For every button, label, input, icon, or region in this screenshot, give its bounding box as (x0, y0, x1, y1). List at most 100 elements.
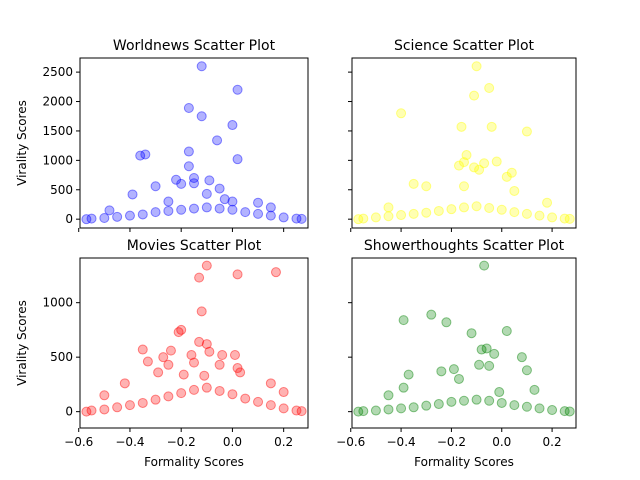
subplot-2: Science Scatter Plot (348, 38, 577, 232)
data-point (433, 399, 444, 410)
data-point (214, 385, 225, 396)
data-point (153, 367, 164, 378)
data-point (189, 357, 199, 368)
data-point (501, 326, 512, 337)
axes-frame (351, 257, 577, 429)
data-point (165, 345, 176, 356)
data-point (456, 121, 467, 132)
subplot-4: Showerthoughts Scatter Plot −0.6 −0.4 −0.2 0… (336, 238, 577, 469)
data-point (204, 175, 215, 186)
data-point (150, 207, 161, 218)
data-point (196, 306, 207, 317)
data-point (358, 213, 369, 224)
data-point (214, 183, 225, 194)
data-point (396, 403, 407, 414)
data-point (137, 344, 148, 355)
data-point (104, 205, 115, 216)
data-point (127, 189, 138, 200)
data-point (421, 400, 432, 411)
data-point (163, 196, 174, 207)
data-point (86, 213, 97, 224)
data-point (142, 356, 153, 367)
data-point (479, 260, 490, 271)
data-point (353, 214, 364, 225)
x-tick-label: −0.2 (437, 435, 466, 449)
x-tick-label: 0.2 (543, 435, 562, 449)
data-point (227, 389, 238, 400)
data-point (163, 359, 174, 370)
data-point (396, 108, 407, 119)
data-point (229, 349, 240, 360)
data-point (383, 404, 394, 415)
data-point (436, 366, 447, 377)
axes-frame (79, 57, 309, 229)
x-tick-label: 0.0 (223, 435, 242, 449)
data-point (112, 211, 123, 222)
data-point (534, 403, 545, 414)
subplot-title: Worldnews Scatter Plot (113, 38, 276, 54)
data-point (158, 352, 169, 363)
data-point (494, 387, 505, 398)
data-point (201, 202, 212, 213)
data-point (140, 149, 151, 160)
data-point (183, 161, 194, 172)
data-point (176, 178, 187, 189)
data-point (186, 349, 197, 360)
data-point (296, 406, 307, 417)
data-point (240, 393, 251, 404)
data-point (489, 348, 500, 359)
scatter-points (353, 61, 575, 225)
data-point (534, 210, 545, 221)
data-point (448, 364, 459, 375)
data-point (232, 363, 243, 374)
data-point (370, 405, 381, 416)
data-point (81, 214, 92, 225)
axes-frame (79, 257, 309, 429)
data-point (516, 352, 527, 363)
data-point (484, 203, 495, 213)
data-point (189, 384, 199, 395)
data-point (265, 400, 276, 411)
subplot-title: Showerthoughts Scatter Plot (364, 238, 565, 254)
data-point (291, 405, 302, 416)
data-point (196, 61, 207, 72)
data-point (521, 401, 532, 412)
y-tick-label: 0 (65, 405, 73, 419)
data-point (453, 160, 464, 171)
data-point (196, 111, 207, 122)
scatter-points (81, 61, 307, 225)
data-point (137, 397, 148, 408)
data-point (189, 203, 199, 214)
data-point (564, 406, 575, 417)
data-point (240, 207, 251, 218)
subplot-3: Movies Scatter Plot −0.6 −0.4 −0.2 0.0 0.2 0 50… (15, 238, 309, 469)
y-tick-label: 0 (65, 212, 73, 226)
data-point (542, 197, 553, 208)
data-point (484, 360, 495, 371)
data-point (163, 205, 174, 216)
data-point (446, 204, 457, 215)
data-point (81, 406, 92, 417)
data-point (496, 397, 507, 408)
y-tick-label: 500 (50, 350, 73, 364)
x-tick-label: 0.2 (274, 435, 293, 449)
data-point (469, 90, 480, 101)
data-point (291, 213, 302, 224)
x-tick-label: −0.2 (167, 435, 196, 449)
data-point (265, 202, 276, 213)
data-point (484, 83, 495, 93)
data-point (227, 204, 238, 215)
data-point (479, 158, 490, 169)
data-point (189, 173, 199, 183)
data-point (227, 120, 238, 131)
axes-frame (351, 57, 577, 229)
data-point (171, 174, 182, 185)
x-tick-label: −0.6 (64, 435, 93, 449)
data-point (433, 205, 444, 216)
data-point (559, 406, 570, 417)
data-point (469, 162, 480, 173)
data-point (265, 210, 276, 221)
data-point (521, 208, 532, 219)
data-point (212, 135, 223, 146)
data-point (112, 402, 123, 413)
